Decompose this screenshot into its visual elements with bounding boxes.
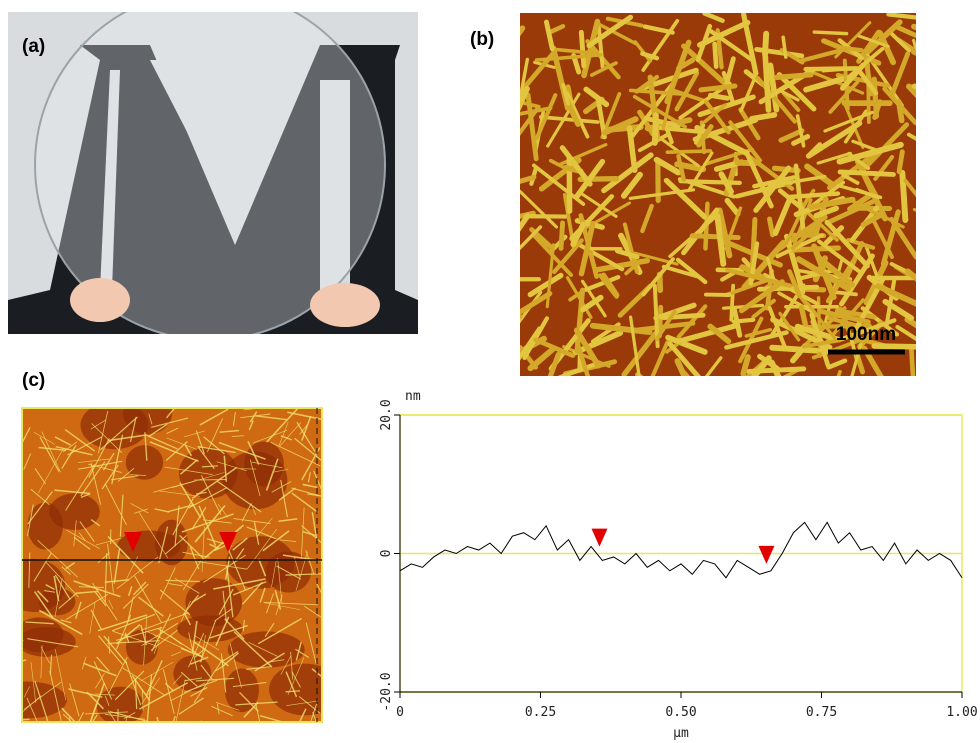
fiber [814,32,846,34]
fiber [561,223,563,248]
fiber [765,57,768,110]
y-tick-label: 20.0 [379,399,394,430]
x-tick-label: 0.50 [665,705,696,720]
fiber [0,640,23,689]
y-tick-label: 0 [379,550,394,558]
fiber [777,75,811,78]
fiber [914,209,950,224]
fiber [874,346,935,347]
page: (a) (b) (c) 100nm nm μm 20.00-20.000.250… [0,0,980,743]
finger [70,278,130,322]
fiber [655,115,656,143]
x-tick-label: 0.75 [806,705,837,720]
fiber [505,316,521,323]
x-axis-label: μm [673,726,689,741]
x-tick-label: 0 [396,705,404,720]
fiber [836,292,856,294]
fiber [770,219,773,235]
panel-label: (c) [22,370,45,391]
blotch [49,493,99,530]
finger [310,283,380,327]
fiber [581,32,584,66]
fiber [286,691,300,692]
figure: (a) (b) (c) 100nm nm μm 20.00-20.000.250… [0,0,980,743]
fiber [914,27,943,37]
fiber [321,623,347,665]
afm-image-c [0,391,353,743]
fiber [899,152,902,172]
blotch [269,664,340,716]
fiber [825,372,840,414]
scale-bar-label: 100nm [836,324,896,345]
fiber [802,308,806,325]
fiber [21,721,30,735]
panel-label: (b) [470,29,494,50]
fiber [913,52,957,74]
fiber [734,320,753,322]
fiber [667,151,710,152]
photo-a [8,0,418,340]
blotch [225,669,259,713]
fiber [322,653,337,699]
x-tick-label: 0.25 [525,705,556,720]
x-tick-label: 1.00 [946,705,977,720]
fiber [765,34,766,55]
fiber [681,181,740,183]
fiber [201,720,216,743]
fiber [843,48,862,50]
y-tick-label: -20.0 [379,672,394,711]
panel-label: (a) [22,36,45,57]
fiber [915,86,953,99]
fiber [194,480,226,481]
fiber [840,172,893,175]
y-axis-label: nm [405,389,421,404]
blotch [123,391,172,435]
fiber [638,375,672,404]
fiber [715,44,717,67]
